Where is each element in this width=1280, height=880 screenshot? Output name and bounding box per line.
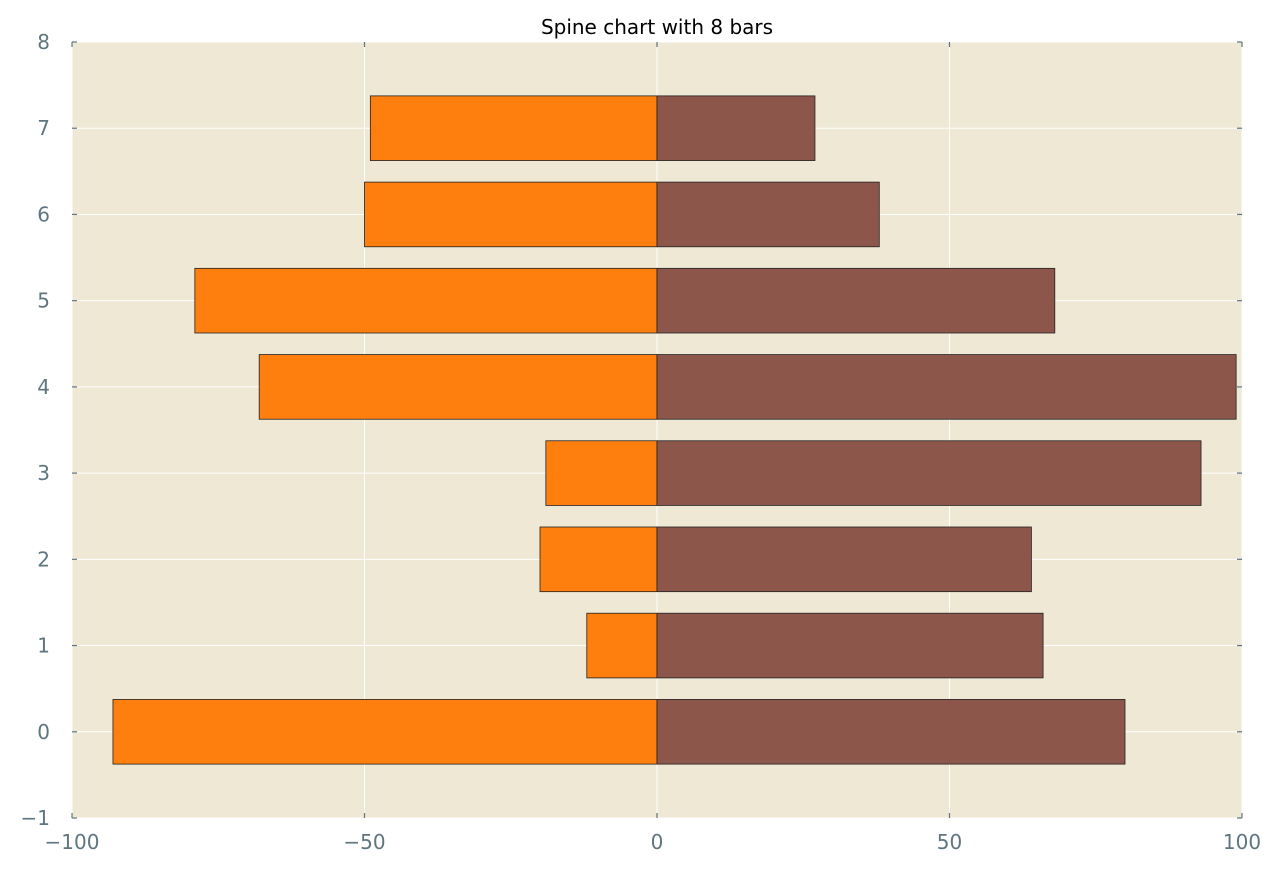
x-tick-label: 0 [651, 830, 664, 854]
bar-negative-2 [539, 526, 658, 593]
bar-positive-1 [656, 612, 1044, 679]
bar-positive-6 [656, 181, 880, 248]
x-tick-label: 100 [1223, 830, 1261, 854]
bar-positive-4 [656, 354, 1237, 420]
axis-ticks: −100 −50 0 50 100 −1 0 1 2 3 4 5 6 7 8 [21, 30, 1262, 854]
bar-negative-6 [364, 181, 658, 248]
y-tick-label: 8 [37, 30, 50, 54]
bar-positive-2 [656, 526, 1032, 593]
y-tick-label: 1 [37, 634, 50, 658]
y-tick-label: 6 [37, 202, 50, 226]
bar-negative-7 [369, 95, 658, 161]
y-tick-label: 0 [37, 720, 50, 744]
x-tick-label: 50 [937, 830, 962, 854]
y-tick-label: −1 [21, 806, 50, 830]
bar-positive-0 [656, 699, 1126, 765]
y-tick-label: 5 [37, 289, 50, 313]
bar-positive-3 [656, 440, 1202, 506]
bar-negative-1 [586, 612, 658, 679]
bar-negative-5 [194, 267, 658, 334]
y-tick-label: 7 [37, 116, 50, 140]
bars [112, 95, 1237, 765]
chart-title: Spine chart with 8 bars [541, 15, 773, 39]
bar-positive-7 [656, 95, 816, 161]
bar-negative-3 [545, 440, 658, 506]
y-tick-label: 2 [37, 547, 50, 571]
y-tick-label: 4 [37, 375, 50, 399]
x-tick-label: −50 [343, 830, 385, 854]
bar-negative-4 [258, 354, 658, 420]
bar-negative-0 [112, 699, 658, 765]
y-tick-label: 3 [37, 461, 50, 485]
x-tick-label: −100 [45, 830, 100, 854]
bar-positive-5 [656, 267, 1056, 334]
